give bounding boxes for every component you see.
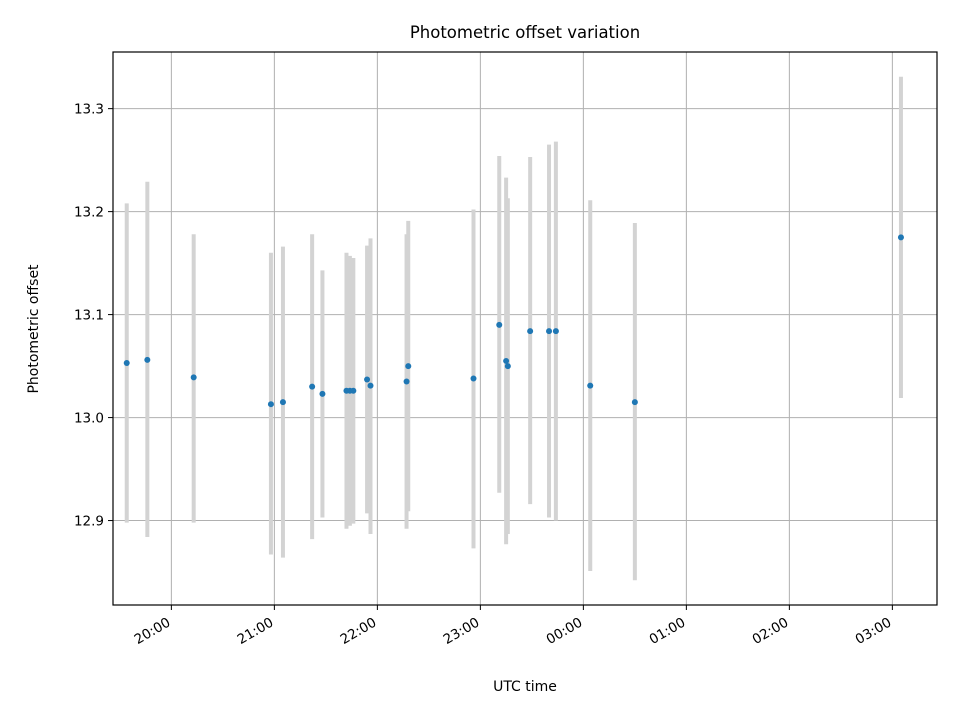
data-point bbox=[405, 363, 412, 370]
data-point bbox=[527, 328, 534, 335]
data-point bbox=[319, 390, 326, 397]
y-axis-label: Photometric offset bbox=[26, 264, 42, 394]
data-point bbox=[367, 382, 374, 389]
chart-title: Photometric offset variation bbox=[410, 23, 640, 42]
data-point bbox=[496, 321, 503, 328]
data-point bbox=[552, 328, 559, 335]
data-point bbox=[503, 357, 510, 364]
y-tick-label: 12.9 bbox=[74, 514, 104, 530]
data-point bbox=[546, 328, 553, 335]
data-point bbox=[144, 356, 151, 363]
y-tick-label: 13.1 bbox=[74, 308, 104, 324]
y-axis-ticks: 12.9 13.0 13.1 13.2 13.3 bbox=[74, 102, 113, 530]
data-point bbox=[267, 401, 274, 408]
grid bbox=[113, 52, 937, 605]
y-tick-label: 13.2 bbox=[74, 205, 104, 221]
data-point bbox=[279, 399, 286, 406]
plot-frame bbox=[112, 51, 938, 606]
data-point bbox=[504, 363, 511, 370]
y-tick-label: 13.3 bbox=[74, 102, 104, 118]
data-point bbox=[350, 387, 357, 394]
data-point bbox=[631, 399, 638, 406]
y-tick-label: 13.0 bbox=[74, 411, 104, 427]
data-point bbox=[897, 234, 904, 241]
data-point bbox=[364, 376, 371, 383]
data-point bbox=[587, 382, 594, 389]
data-point bbox=[123, 359, 130, 366]
data-point bbox=[470, 375, 477, 382]
data-point bbox=[190, 374, 197, 381]
x-axis-label: UTC time bbox=[493, 679, 557, 695]
data-points bbox=[123, 234, 904, 408]
data-point bbox=[309, 383, 316, 390]
data-point bbox=[403, 378, 410, 385]
plot-area bbox=[113, 52, 937, 605]
